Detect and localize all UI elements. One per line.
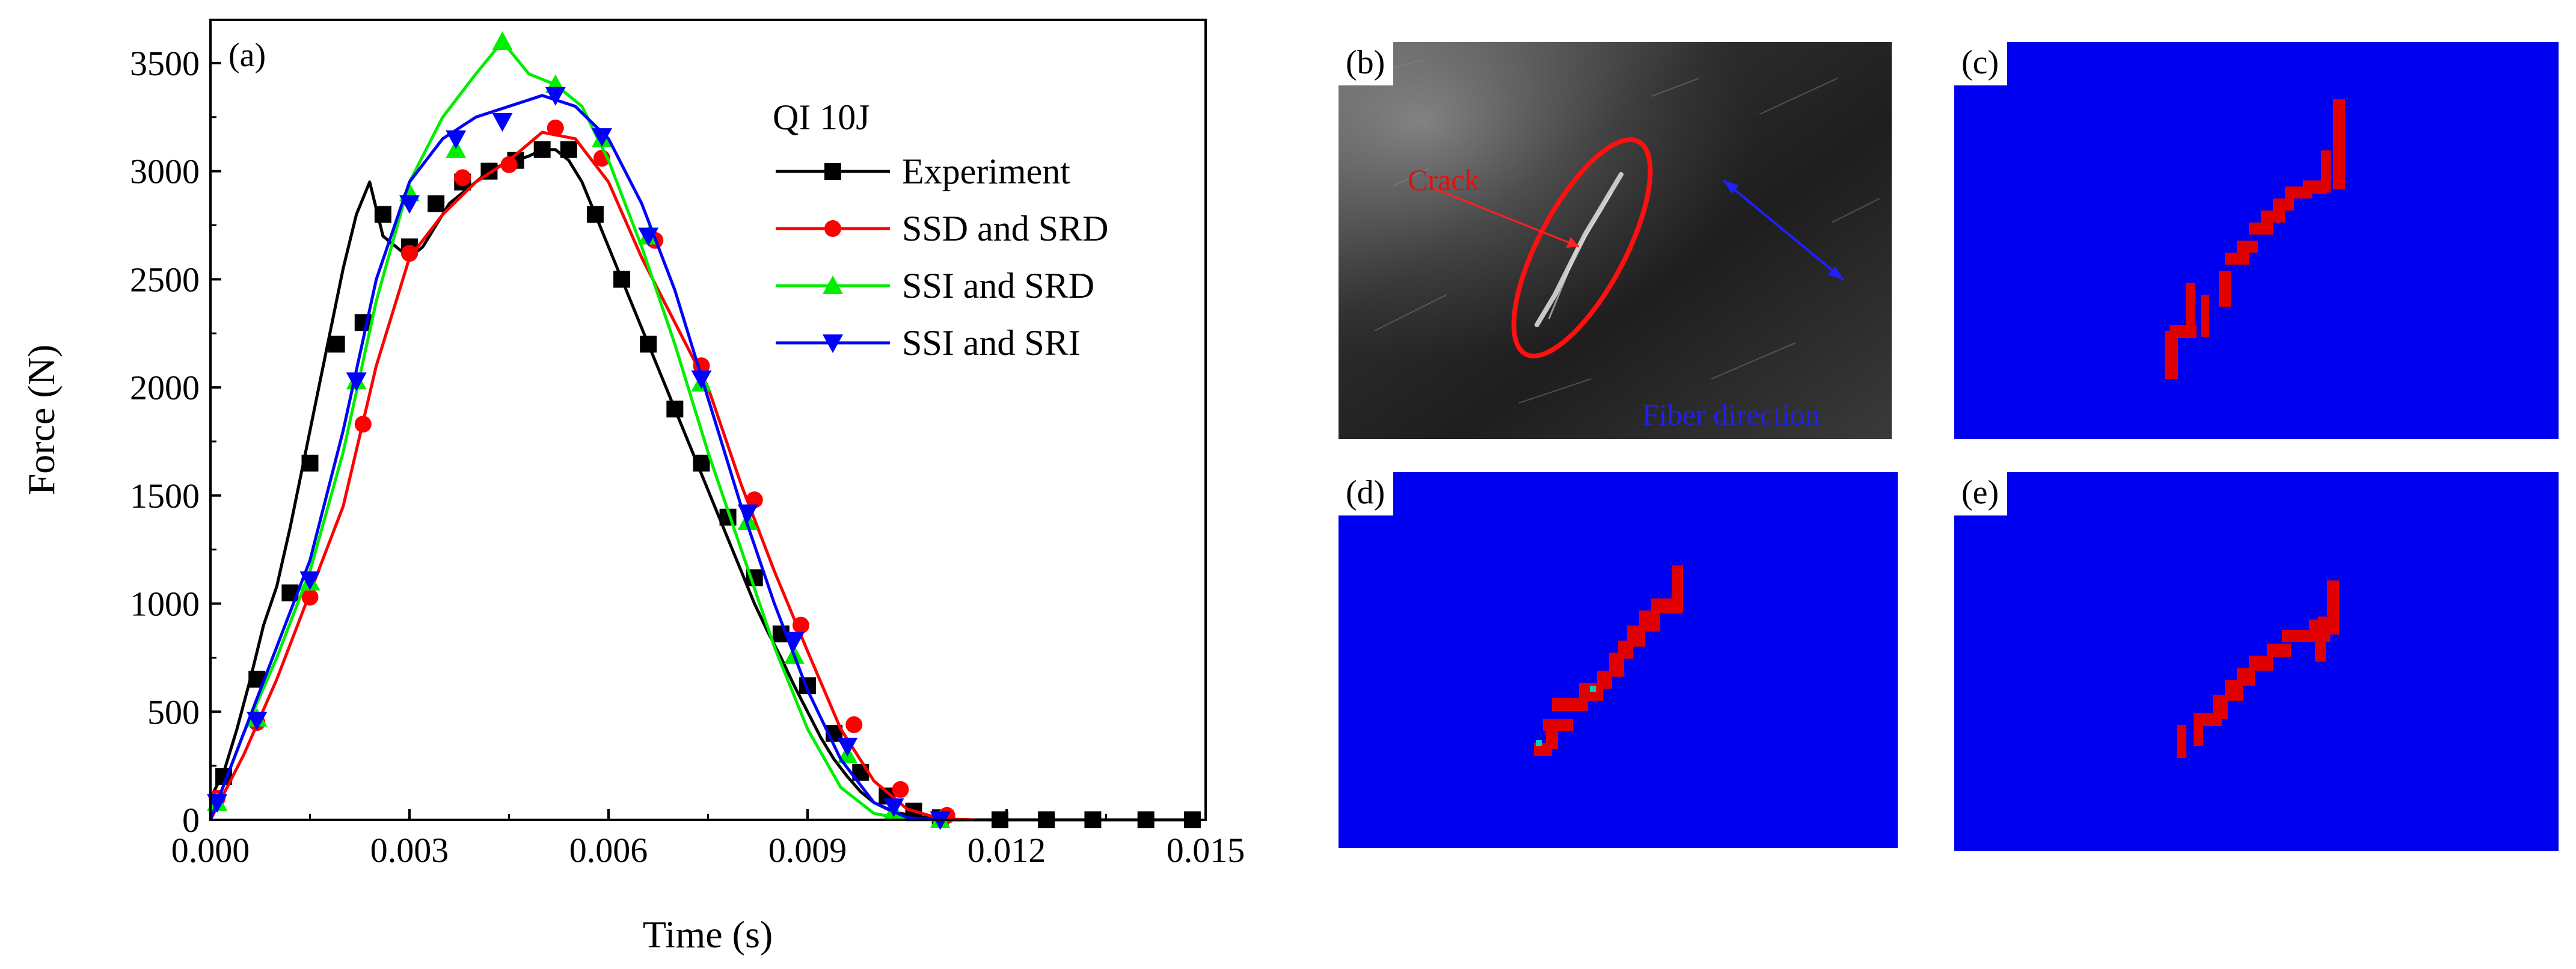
force-time-chart: 0.000 0.003 0.006 0.009 0.012 0.015 0 500 1000 15… xyxy=(20,19,1245,956)
data-point-experiment xyxy=(533,141,551,158)
series-layer xyxy=(207,31,1201,830)
legend-entry-ssi-and-srd: SSI and SRD xyxy=(776,266,1094,306)
data-point-ssi-and-sri xyxy=(591,128,612,147)
data-point-ssd-and-srd xyxy=(354,416,372,433)
data-point-experiment xyxy=(586,206,604,223)
fiber-direction-label: Fiber direction xyxy=(1642,398,1820,431)
data-point-ssi-and-sri xyxy=(784,632,805,651)
series-line-ssi-and-sri xyxy=(209,94,940,822)
crack-arrow xyxy=(1428,185,1580,248)
data-point-ssi-and-srd xyxy=(492,31,513,50)
plot-frame xyxy=(209,19,1207,821)
crack-label: Crack xyxy=(1408,163,1480,197)
damage-path xyxy=(1534,565,1683,756)
data-point-ssd-and-srd xyxy=(892,781,909,798)
y-tick-label: 3500 xyxy=(130,44,200,83)
data-point-experiment xyxy=(301,454,319,472)
data-point-ssi-and-sri xyxy=(545,87,566,106)
data-point-ssi-and-sri xyxy=(737,504,758,523)
data-point-ssd-and-srd xyxy=(746,491,763,508)
data-point-ssi-and-sri xyxy=(299,571,320,590)
y-axis-label: Force (N) xyxy=(20,345,63,496)
x-tick-label: 0.000 xyxy=(171,831,250,870)
chart-panel-label: (a) xyxy=(228,37,266,74)
data-point-ssi-and-sri xyxy=(446,130,467,149)
series-ssi-and-sri xyxy=(207,87,951,830)
panel-c-label: (c) xyxy=(1954,42,2008,85)
legend-marker-ssi-and-srd xyxy=(823,275,843,294)
panel-e-label: (e) xyxy=(1954,472,2008,515)
panel-e-simulation: (e) xyxy=(1954,472,2559,851)
legend-entry-ssd-and-srd: SSD and SRD xyxy=(776,209,1108,248)
x-tick-label: 0.009 xyxy=(768,831,847,870)
data-point-experiment xyxy=(640,336,657,353)
series-line-ssi-and-srd xyxy=(209,40,940,822)
data-point-ssi-and-sri xyxy=(207,794,228,813)
data-point-ssi-and-sri xyxy=(399,195,420,214)
legend-label-ssd-and-srd: SSD and SRD xyxy=(902,209,1108,248)
data-point-ssd-and-srd xyxy=(454,169,471,186)
data-point-experiment xyxy=(428,195,445,212)
y-tick-label: 1500 xyxy=(130,476,200,515)
legend-marker-ssi-and-sri xyxy=(823,334,843,353)
y-tick-label: 500 xyxy=(147,692,200,731)
data-point-ssi-and-sri xyxy=(883,798,904,817)
data-point-ssd-and-srd xyxy=(301,588,319,606)
data-point-ssd-and-srd xyxy=(845,716,863,733)
legend-label-ssi-and-sri: SSI and SRI xyxy=(902,323,1081,363)
legend-entry-ssi-and-sri: SSI and SRI xyxy=(776,323,1081,363)
series-ssd-and-srd xyxy=(209,119,974,824)
data-point-experiment xyxy=(693,454,710,472)
crack-ellipse xyxy=(1511,137,1653,358)
x-tick-label: 0.015 xyxy=(1167,831,1245,870)
legend-marker-ssd-and-srd xyxy=(824,220,841,237)
axis-ticks: 0.000 0.003 0.006 0.009 0.012 0.015 0 500 1000 15… xyxy=(130,44,1245,870)
legend-entry-experiment: Experiment xyxy=(776,152,1070,191)
data-point-ssd-and-srd xyxy=(401,245,418,262)
legend-title: QI 10J xyxy=(773,97,870,137)
panel-b-photo: (b) Crack Fiber direction xyxy=(1339,42,1892,439)
fiber-arrow xyxy=(1722,179,1845,281)
data-point-ssi-and-sri xyxy=(837,737,858,757)
x-tick-label: 0.006 xyxy=(569,831,648,870)
data-point-ssd-and-srd xyxy=(500,156,518,173)
panel-c-simulation: (c) xyxy=(1954,42,2559,439)
legend: QI 10J Experiment SSD and SRD SSI and SRD S… xyxy=(773,97,1108,363)
data-point-ssd-and-srd xyxy=(547,119,564,137)
y-tick-label: 0 xyxy=(182,801,200,840)
data-point-experiment xyxy=(560,141,577,158)
x-tick-label: 0.003 xyxy=(370,831,449,870)
data-point-ssd-and-srd xyxy=(792,617,809,634)
damage-path xyxy=(2177,580,2339,758)
y-tick-label: 2500 xyxy=(130,260,200,299)
series-ssi-and-srd xyxy=(207,31,951,828)
data-point-experiment xyxy=(666,401,684,418)
legend-marker-experiment xyxy=(824,163,841,180)
series-line-experiment xyxy=(209,148,1192,822)
series-line-ssd-and-srd xyxy=(209,131,974,822)
data-point-ssi-and-sri xyxy=(247,712,268,731)
y-tick-label: 2000 xyxy=(130,368,200,407)
data-point-experiment xyxy=(374,206,391,223)
panel-b-label: (b) xyxy=(1339,42,1394,85)
data-point-ssi-and-sri xyxy=(638,227,659,247)
data-point-ssi-and-sri xyxy=(492,112,513,132)
y-tick-label: 3000 xyxy=(130,152,200,191)
damage-path xyxy=(2165,99,2345,379)
panel-d-label: (d) xyxy=(1339,472,1394,515)
x-tick-label: 0.012 xyxy=(968,831,1046,870)
data-point-experiment xyxy=(328,336,345,353)
y-tick-label: 1000 xyxy=(130,585,200,624)
x-axis-label: Time (s) xyxy=(643,913,773,956)
legend-label-experiment: Experiment xyxy=(902,152,1070,191)
data-point-ssi-and-sri xyxy=(346,372,367,392)
data-point-experiment xyxy=(613,271,631,288)
legend-label-ssi-and-srd: SSI and SRD xyxy=(902,266,1094,306)
panel-d-simulation: (d) xyxy=(1339,472,1898,848)
data-point-ssi-and-sri xyxy=(691,370,712,389)
